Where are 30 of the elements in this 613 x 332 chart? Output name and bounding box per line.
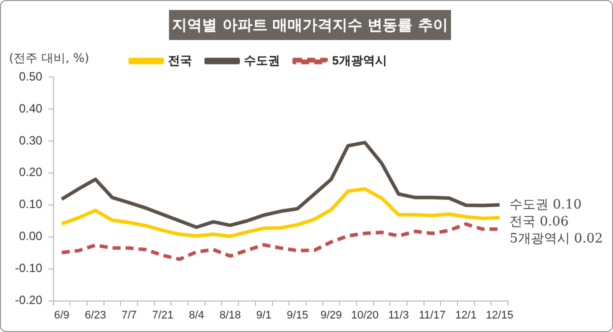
x-tick-label: 9/1: [256, 309, 272, 322]
x-tick-label: 6/23: [84, 309, 106, 322]
y-tick-label: -0.10: [14, 261, 43, 276]
y-tick-label: 0.00: [18, 229, 43, 244]
y-tick-label: 0.30: [18, 133, 43, 148]
y-axis-title: (전주 대비, %): [9, 51, 90, 66]
y-tick-label: 0.50: [18, 69, 43, 84]
x-tick-label: 6/9: [54, 309, 70, 322]
y-tick-label: 0.40: [18, 101, 43, 116]
y-tick-label: -0.20: [14, 293, 43, 308]
x-tick-label: 12/15: [486, 309, 514, 322]
x-tick-label: 9/15: [286, 309, 308, 322]
x-tick-label: 11/17: [418, 309, 446, 322]
legend-label: 수도권: [244, 53, 280, 68]
x-tick-label: 8/18: [219, 309, 241, 322]
annotation: 5개광역시 0.02: [510, 231, 603, 246]
x-tick-label: 12/1: [455, 309, 477, 322]
y-tick-label: 0.20: [18, 165, 43, 180]
x-tick-label: 7/7: [121, 309, 137, 322]
annotation: 수도권 0.10: [510, 197, 582, 212]
legend-label: 전국: [168, 53, 192, 68]
x-tick-label: 8/4: [188, 309, 204, 322]
x-tick-label: 7/21: [152, 309, 174, 322]
y-tick-label: 0.10: [18, 197, 43, 212]
annotation: 전국 0.06: [510, 214, 569, 230]
legend-label: 5개광역시: [332, 53, 387, 68]
x-tick-label: 11/3: [388, 309, 409, 322]
x-tick-label: 10/20: [351, 309, 379, 322]
x-tick-label: 9/29: [320, 309, 342, 322]
chart-title: 지역별 아파트 매매가격지수 변동률 추이: [169, 10, 451, 40]
